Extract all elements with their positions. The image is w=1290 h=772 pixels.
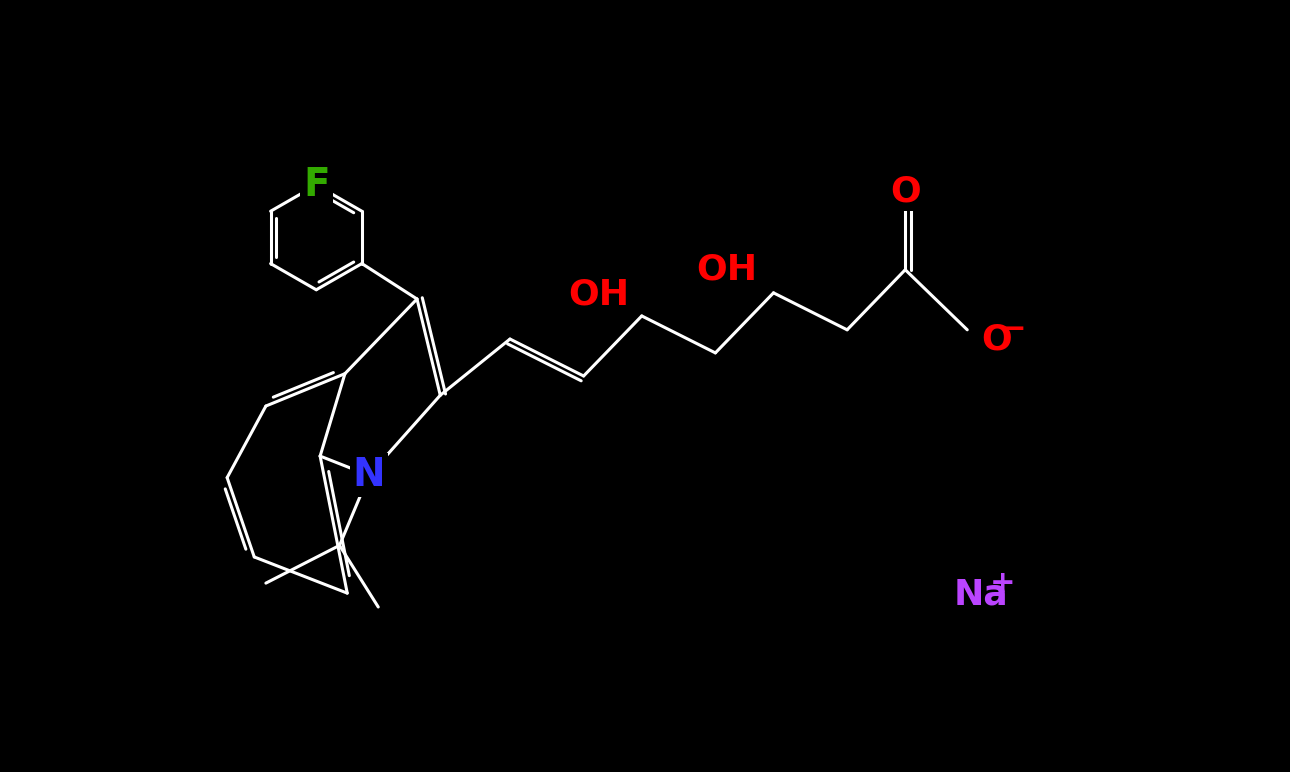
Text: OH: OH xyxy=(569,277,630,311)
Text: F: F xyxy=(303,166,329,204)
Text: Na: Na xyxy=(953,577,1009,611)
Text: +: + xyxy=(991,570,1015,598)
Text: O: O xyxy=(982,322,1013,356)
Text: OH: OH xyxy=(697,252,757,286)
Text: −: − xyxy=(1001,315,1027,344)
Text: N: N xyxy=(352,456,386,494)
Text: O: O xyxy=(890,174,921,208)
